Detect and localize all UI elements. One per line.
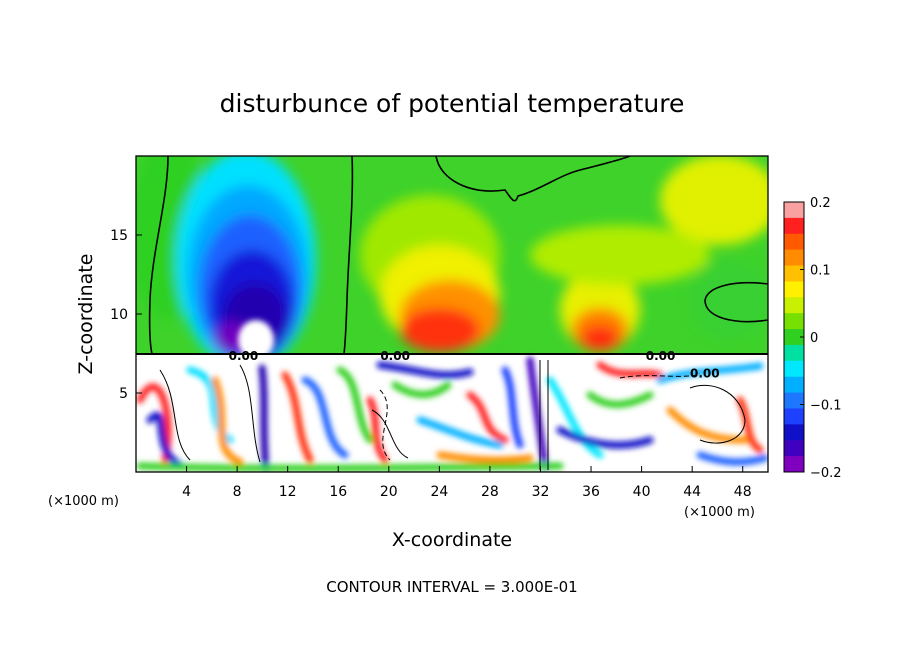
streak: [391, 381, 452, 398]
contour-line: [239, 364, 261, 463]
x-tick-label: 12: [279, 484, 297, 500]
colorbar-tick-label: −0.2: [810, 466, 842, 481]
contour-line: [159, 369, 191, 461]
x-tick-label: 4: [182, 484, 191, 500]
x-tick-label: 28: [481, 484, 499, 500]
boundary-contours: [159, 360, 746, 470]
colorbar-ticks: 0.2 0.1 0 −0.1 −0.2: [800, 196, 842, 481]
colorbar-swatch: [784, 281, 804, 298]
streak: [656, 362, 764, 384]
streak: [436, 451, 534, 464]
x-tick-label: 16: [329, 484, 347, 500]
x-unit-label-right: (×1000 m): [684, 505, 755, 520]
colorbar-swatch: [784, 360, 804, 378]
contour-label: 0.00: [690, 366, 720, 380]
colorbar-swatch: [784, 440, 804, 457]
y-tick-label: 10: [110, 307, 128, 323]
colorbar-tick-label: 0: [810, 331, 818, 346]
streak: [696, 451, 768, 466]
plot-area: 0.00 0.00 0.00 0.00: [136, 156, 768, 472]
x-axis-ticks: 4 8 12 16 20 24 28 32 36 40 44 48: [182, 466, 752, 500]
green-region-right: [690, 260, 768, 340]
contour-line: [689, 384, 746, 444]
colorbar-swatch: [784, 329, 804, 346]
contour-line: [371, 409, 409, 459]
y-tick-label: 5: [119, 386, 128, 402]
streak: [501, 366, 524, 449]
streak: [336, 366, 374, 444]
white-cap: [238, 320, 274, 360]
colorbar-swatch: [784, 376, 804, 394]
contour-zero-right: [704, 281, 768, 323]
x-axis-label: X-coordinate: [392, 529, 512, 551]
streak: [301, 376, 349, 459]
red-region-right: [582, 326, 618, 350]
colorbar-swatch: [784, 249, 804, 267]
y-axis-ticks: 5 10 15: [110, 228, 142, 402]
colorbar-swatch: [784, 202, 804, 219]
boundary-layer: [136, 354, 768, 472]
streak: [736, 396, 764, 454]
contour-zero-middle: [343, 156, 354, 355]
yellow-green-band: [530, 225, 710, 285]
x-tick-label: 32: [532, 484, 550, 500]
x-unit-label-left: (×1000 m): [48, 494, 119, 509]
chart-title: disturbunce of potential temperature: [220, 89, 685, 118]
streak: [366, 396, 389, 464]
contour-label: 0.00: [229, 349, 259, 363]
colorbar-swatch: [784, 313, 804, 330]
colorbar-tick-label: 0.2: [810, 196, 831, 211]
streak: [416, 416, 504, 449]
x-tick-label: 8: [233, 484, 242, 500]
x-tick-label: 44: [683, 484, 701, 500]
streak: [526, 356, 549, 472]
contour-label: 0.00: [380, 349, 410, 363]
colorbar-swatch: [784, 297, 804, 314]
streak: [556, 426, 654, 449]
colorbar-tick-label: 0.1: [810, 264, 831, 279]
contour-labels: 0.00 0.00 0.00 0.00: [229, 349, 720, 380]
contour-label: 0.00: [646, 349, 676, 363]
streak: [666, 406, 749, 444]
contour-interval-note: CONTOUR INTERVAL = 3.000E-01: [326, 578, 577, 596]
red-region-mid: [400, 308, 480, 352]
streak: [136, 462, 564, 472]
colorbar-swatch: [784, 265, 804, 282]
x-tick-label: 36: [582, 484, 600, 500]
colorbar: [784, 202, 804, 473]
colorbar-swatch: [784, 344, 804, 362]
colorbar-swatch: [784, 456, 804, 473]
x-tick-label: 20: [380, 484, 398, 500]
streak: [546, 376, 604, 459]
x-tick-label: 24: [430, 484, 448, 500]
y-tick-label: 15: [110, 228, 128, 244]
streak: [596, 361, 664, 379]
contour-line-dashed: [379, 389, 391, 461]
streak: [466, 391, 509, 444]
x-tick-label: 40: [633, 484, 651, 500]
colorbar-swatch: [784, 217, 804, 235]
colorbar-tick-label: −0.1: [810, 399, 842, 414]
streak: [211, 376, 244, 466]
streak: [376, 361, 474, 379]
contour-line-dashed: [619, 373, 701, 379]
streak: [258, 364, 270, 472]
contour-zero-top: [435, 156, 631, 202]
streak: [281, 371, 314, 464]
colorbar-swatch: [784, 392, 804, 409]
colorbar-swatch: [784, 233, 804, 251]
y-axis-label: Z-coordinate: [75, 254, 97, 375]
colorbar-swatch: [784, 424, 804, 441]
yellow-region-top-right: [660, 156, 768, 245]
colorbar-swatch: [784, 408, 804, 425]
streak: [586, 391, 654, 408]
streak: [146, 411, 184, 469]
contour-zero-left: [148, 156, 169, 355]
contour-lines: [136, 156, 768, 355]
x-tick-label: 48: [734, 484, 752, 500]
